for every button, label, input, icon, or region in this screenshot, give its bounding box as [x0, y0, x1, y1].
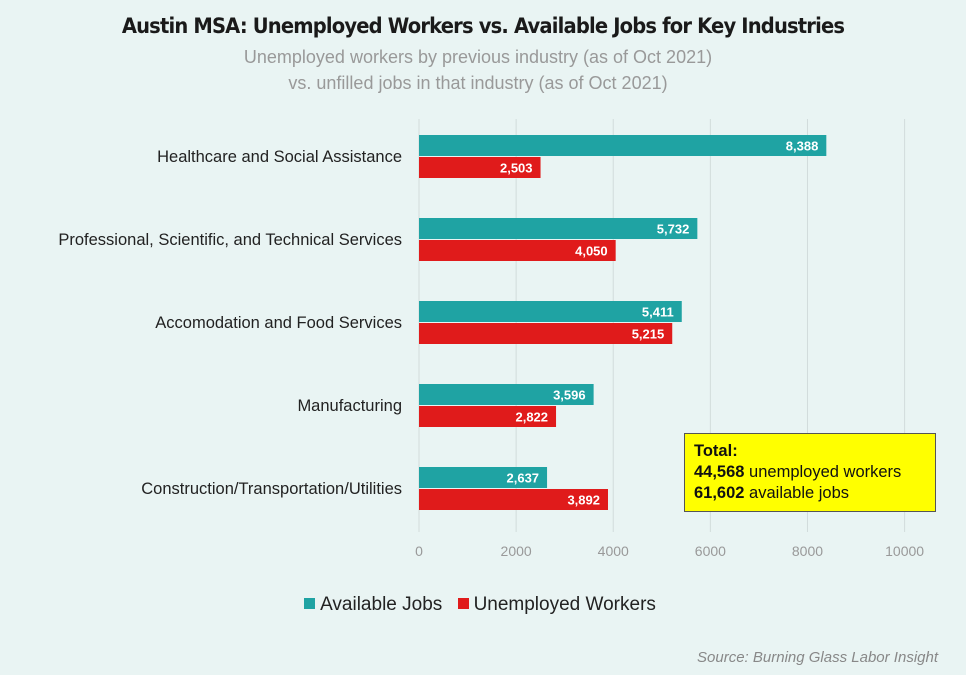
legend-swatch-unemployed-workers [457, 598, 469, 609]
x-tick-label-6000: 6000 [695, 543, 726, 559]
legend-item-unemployed-workers: Unemployed Workers [457, 594, 656, 616]
legend-label-unemployed-workers: Unemployed Workers [473, 594, 656, 615]
bar-unemployed-workers [419, 406, 557, 427]
data-label-unemployed-workers: 2,822 [515, 410, 548, 425]
total-unemployed-value: 44,568 [694, 463, 745, 481]
category-label: Professional, Scientific, and Technical … [58, 231, 402, 249]
data-label-unemployed-workers: 2,503 [500, 161, 533, 176]
data-label-unemployed-workers: 5,215 [632, 327, 665, 342]
data-label-available-jobs: 2,637 [507, 471, 540, 486]
total-heading: Total: [694, 442, 738, 460]
total-unemployed-text: unemployed workers [744, 463, 902, 481]
bar-unemployed-workers [419, 489, 608, 510]
bar-available-jobs [419, 301, 682, 322]
legend-swatch-available-jobs [304, 598, 316, 609]
data-label-available-jobs: 5,411 [642, 305, 674, 320]
chart-subtitle-line1: Unemployed workers by previous industry … [243, 47, 713, 67]
data-label-available-jobs: 3,596 [553, 388, 586, 403]
data-label-unemployed-workers: 4,050 [575, 244, 608, 259]
data-label-available-jobs: 5,732 [657, 222, 690, 237]
data-label-available-jobs: 8,388 [786, 139, 819, 154]
chart-subtitle-line2: vs. unfilled jobs in that industry (as o… [288, 73, 668, 93]
bar-available-jobs [419, 467, 548, 488]
source-note: Source: Burning Glass Labor Insight [697, 649, 938, 666]
total-jobs-text: available jobs [744, 484, 850, 502]
x-tick-label-10000: 10000 [885, 543, 924, 559]
chart-title: Austin MSA: Unemployed Workers vs. Avail… [121, 14, 845, 38]
total-jobs-line: 61,602 available jobs [694, 483, 926, 504]
bar-unemployed-workers [419, 323, 673, 344]
chart-legend: Available Jobs Unemployed Workers [0, 594, 960, 616]
x-tick-label-0: 0 [415, 543, 423, 559]
legend-item-available-jobs: Available Jobs [304, 594, 442, 616]
category-label: Manufacturing [297, 397, 402, 415]
category-label: Construction/Transportation/Utilities [141, 480, 402, 498]
x-tick-label-8000: 8000 [792, 543, 823, 559]
x-tick-label-2000: 2000 [501, 543, 532, 559]
total-unemployed-line: 44,568 unemployed workers [694, 462, 926, 483]
total-jobs-value: 61,602 [694, 484, 745, 502]
bar-available-jobs [419, 218, 698, 239]
bar-available-jobs [419, 384, 594, 405]
category-label: Accomodation and Food Services [155, 314, 402, 332]
bar-unemployed-workers [419, 157, 541, 178]
bar-available-jobs [419, 135, 827, 156]
legend-label-available-jobs: Available Jobs [320, 594, 443, 615]
data-label-unemployed-workers: 3,892 [567, 493, 600, 508]
x-tick-label-4000: 4000 [598, 543, 629, 559]
bar-unemployed-workers [419, 240, 616, 261]
total-summary-box: Total: 44,568 unemployed workers 61,602 … [684, 433, 936, 512]
category-label: Healthcare and Social Assistance [157, 148, 402, 166]
